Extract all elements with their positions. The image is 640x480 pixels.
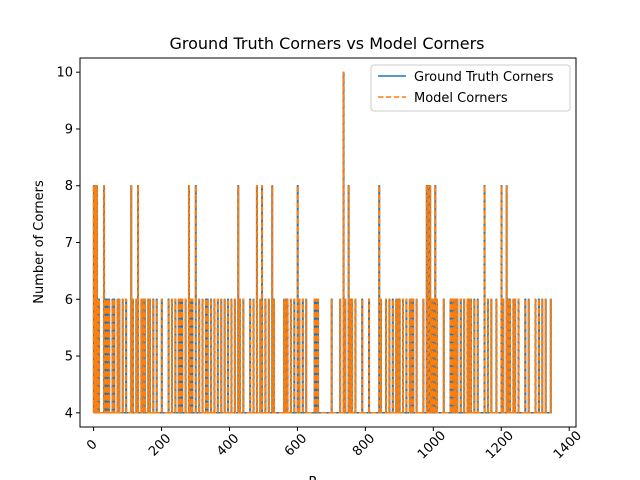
y-tick-label: 7 [65, 236, 73, 251]
legend-label-ground-truth: Ground Truth Corners [414, 70, 554, 85]
y-tick-label: 4 [65, 406, 73, 421]
y-tick-label: 9 [65, 122, 73, 137]
legend: Ground Truth Corners Model Corners [370, 64, 571, 112]
y-axis-ticks: 4 5 6 7 8 9 10 [56, 66, 80, 421]
y-tick-label: 8 [65, 179, 73, 194]
chart-title: Ground Truth Corners vs Model Corners [170, 34, 485, 53]
plot-area [92, 71, 552, 414]
legend-box [370, 64, 571, 112]
y-tick-label: 10 [56, 66, 73, 81]
series-line-model [92, 71, 552, 414]
y-axis-label: Number of Corners [32, 180, 47, 304]
y-tick-label: 5 [65, 350, 73, 365]
legend-label-model: Model Corners [414, 91, 508, 106]
x-axis-label: R [308, 475, 317, 480]
y-tick-label: 6 [65, 293, 73, 308]
